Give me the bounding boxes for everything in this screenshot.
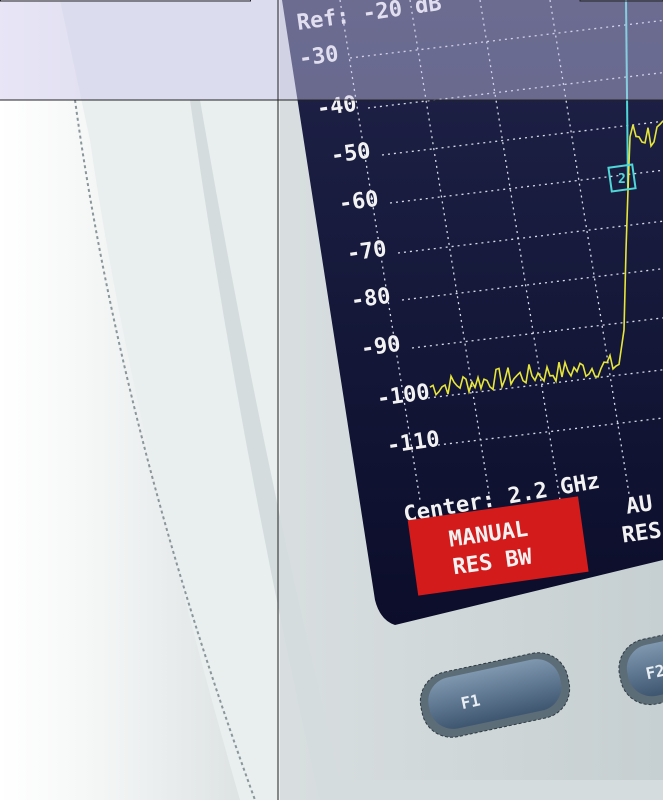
soft-key-line: RES <box>620 518 663 548</box>
y-labels: -30-40-50-60-70-80-90-100-110 <box>297 42 441 459</box>
grid-line <box>339 0 421 501</box>
y-label: -30 <box>297 42 340 72</box>
screen <box>282 0 663 625</box>
y-label: -70 <box>345 237 388 267</box>
marker-label: 2 <box>618 172 626 187</box>
grid-line <box>409 0 491 501</box>
grid <box>339 0 663 501</box>
grid-line <box>349 19 663 59</box>
grid-line <box>411 317 663 349</box>
seam <box>74 99 256 800</box>
grid-line <box>437 417 663 446</box>
grid-line <box>381 120 663 156</box>
soft-key[interactable]: AU RES <box>616 491 663 549</box>
grid-line <box>397 220 663 254</box>
y-label: -50 <box>329 139 372 169</box>
button-label: F2 <box>644 661 663 684</box>
y-label: -60 <box>337 187 380 217</box>
button-face <box>428 659 562 729</box>
frame <box>0 0 251 2</box>
frame <box>579 0 663 2</box>
button[interactable]: F1 <box>415 647 575 743</box>
y-label: -90 <box>359 332 402 362</box>
soft-key-bg <box>407 496 589 596</box>
marker-line <box>625 0 629 191</box>
soft-key-line: AU <box>624 491 654 519</box>
y-label: -40 <box>315 92 358 122</box>
button-face <box>626 626 663 697</box>
button-label: F1 <box>459 690 482 713</box>
trace <box>429 120 663 397</box>
marker-box <box>607 163 637 193</box>
overlay <box>0 0 663 100</box>
soft-key[interactable]: MANUAL RES BW <box>407 496 589 596</box>
grid-line <box>479 0 561 501</box>
button[interactable]: F2 <box>613 614 663 710</box>
y-label: -80 <box>349 284 392 314</box>
grid-line <box>389 169 663 204</box>
device-edge <box>60 0 280 800</box>
grid-line <box>401 268 663 301</box>
grid-line <box>367 71 663 109</box>
grid-line <box>549 0 631 501</box>
